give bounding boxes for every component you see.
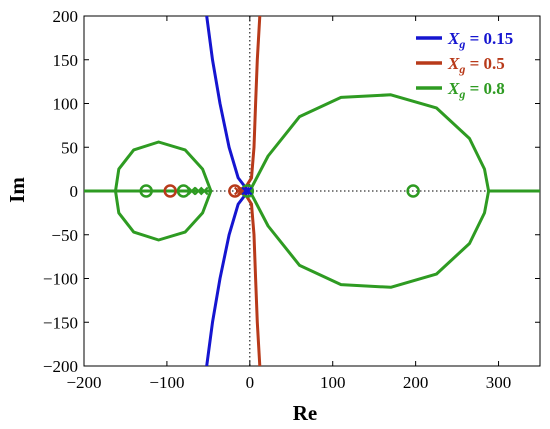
zero-marker: [176, 184, 191, 198]
y-tick-label: −200: [43, 357, 78, 376]
y-tick-label: 50: [61, 138, 78, 157]
legend-entry: Xg = 0.5: [447, 54, 505, 76]
x-tick-label: −100: [149, 373, 184, 392]
x-tick-label: 200: [403, 373, 429, 392]
zero-marker: [139, 184, 153, 198]
y-tick-label: −100: [43, 270, 78, 289]
legend-entry: Xg = 0.15: [447, 29, 513, 51]
legend-entry: Xg = 0.8: [447, 79, 505, 101]
x-tick-label: −200: [66, 373, 101, 392]
y-tick-label: 150: [53, 51, 79, 70]
y-tick-label: −50: [51, 226, 78, 245]
y-tick-label: −150: [43, 313, 78, 332]
pole-marker: [241, 186, 250, 196]
y-tick-label: 100: [53, 95, 79, 114]
series-line: [241, 16, 262, 366]
pole-zero-markers: [139, 184, 420, 198]
x-tick-label: 300: [486, 373, 512, 392]
zero-marker: [406, 184, 420, 198]
pole-marker: [234, 186, 243, 196]
x-axis-label: Re: [293, 401, 318, 425]
legend: Xg = 0.15 Xg = 0.5 Xg = 0.8: [416, 29, 513, 101]
zero-marker: [163, 184, 177, 198]
y-tick-label: 200: [53, 7, 79, 26]
pole-marker: [187, 186, 196, 196]
tick-labels: −200 −100 0 100 200 300 −200 −150 −100 −50 0 50 100 1…: [43, 7, 511, 392]
y-axis-label: Im: [5, 177, 29, 203]
x-tick-label: 0: [246, 373, 255, 392]
pole-marker: [243, 186, 253, 196]
pole-marker: [200, 186, 209, 196]
x-tick-label: 100: [320, 373, 346, 392]
y-tick-label: 0: [70, 182, 79, 201]
